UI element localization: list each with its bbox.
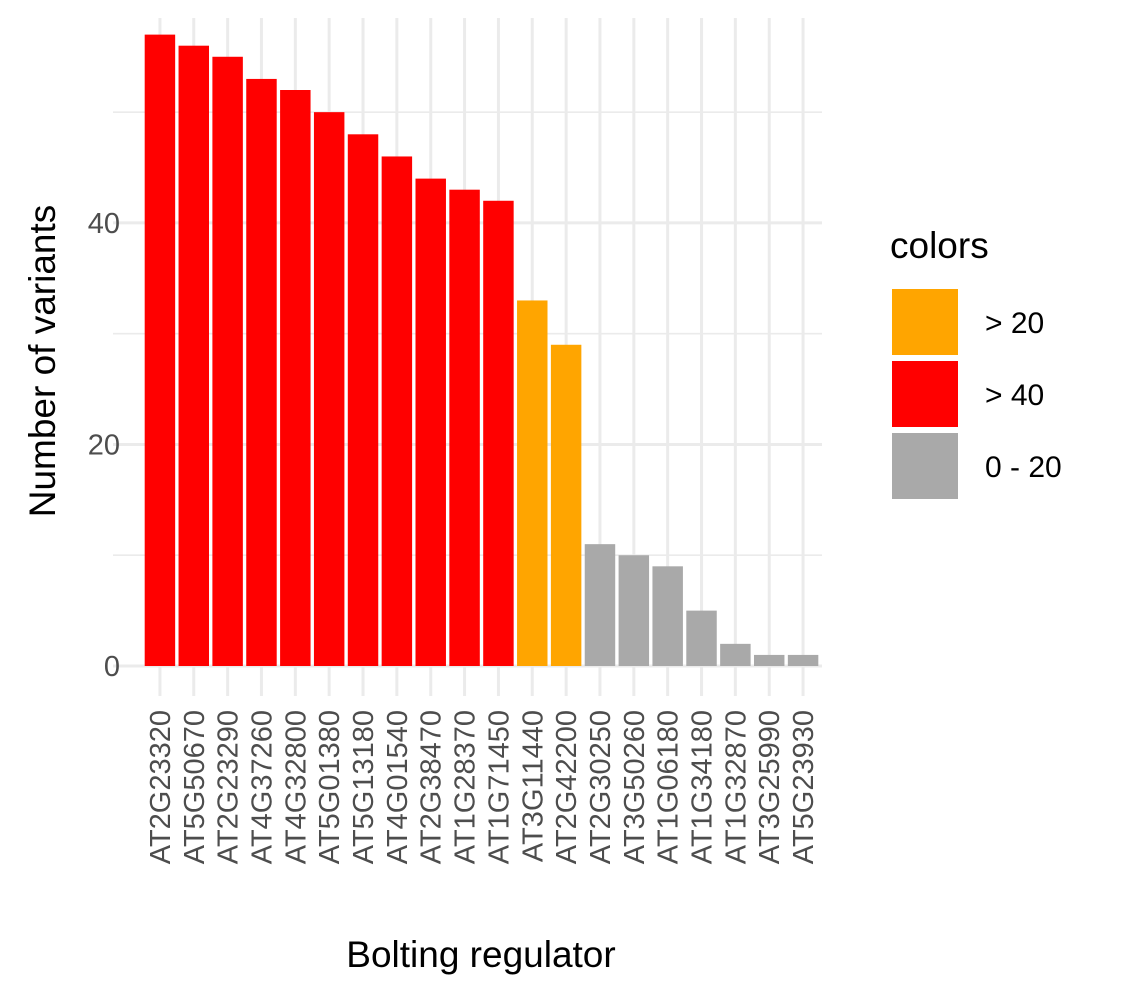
x-tick-label: AT3G25990 [754,710,786,864]
legend-title: colors [890,225,989,266]
bar-AT3G50260 [618,555,650,666]
bar-AT5G13180 [347,134,379,667]
x-tick-label: AT5G01380 [314,710,346,864]
x-tick-label: AT2G23320 [145,710,177,864]
x-tick-label: AT1G28370 [450,710,482,864]
x-tick-label: AT4G37260 [246,710,278,864]
x-tick-label: AT1G06180 [653,710,685,864]
bar-AT1G34180 [686,610,717,666]
x-tick-label: AT5G13180 [348,710,380,864]
legend-label: > 20 [985,307,1044,340]
bar-AT3G25990 [753,654,785,666]
x-tick-label: AT2G42200 [551,710,583,864]
legend: colors > 20 > 40 0 - 20 [890,225,1062,499]
x-tick-label: AT4G01540 [382,710,414,864]
bar-AT1G71450 [483,200,514,666]
y-tick-label: 20 [88,429,120,461]
x-tick-label: AT5G50670 [179,710,211,864]
x-tick-label: AT3G11440 [517,710,549,862]
x-tick-label: AT2G30250 [585,710,617,864]
x-tick-label: AT4G32800 [280,710,312,864]
bar-AT1G32870 [720,643,751,666]
legend-key [892,289,958,355]
y-axis-ticks: 0 20 40 [88,208,120,683]
bar-AT2G23320 [144,34,176,667]
bar-AT2G23290 [212,56,243,667]
legend-label: > 40 [985,379,1044,412]
x-tick-label: AT2G38470 [416,710,448,864]
x-tick-label: AT1G32870 [720,710,752,864]
x-tick-label: AT3G50260 [619,710,651,864]
bar-AT5G23930 [787,654,819,666]
legend-key [892,361,958,427]
bar-AT4G01540 [381,156,413,666]
x-axis-title: Bolting regulator [346,934,615,975]
bar-AT2G30250 [584,544,616,666]
legend-key [892,433,958,499]
bar-AT5G01380 [313,112,345,666]
y-axis-title: Number of variants [22,205,63,518]
x-tick-label: AT1G34180 [687,710,719,864]
x-tick-label: AT1G71450 [483,710,515,864]
bar-AT1G06180 [652,566,683,666]
bar-AT4G37260 [246,78,277,666]
bar-AT4G32800 [280,90,311,666]
bar-AT5G50670 [178,45,210,666]
bar-AT2G38470 [415,178,446,666]
bars [144,34,819,667]
y-tick-label: 0 [104,651,120,683]
x-axis-ticks: AT2G23320 AT5G50670 AT2G23290 AT4G37260 AT4G… [145,710,820,864]
bar-AT2G42200 [550,344,582,666]
bar-AT3G11440 [517,300,548,666]
legend-label: 0 - 20 [985,451,1062,484]
x-tick-label: AT5G23930 [788,710,820,864]
x-tick-label: AT2G23290 [213,710,245,864]
bar-AT1G28370 [449,189,480,666]
y-tick-label: 40 [88,208,120,240]
